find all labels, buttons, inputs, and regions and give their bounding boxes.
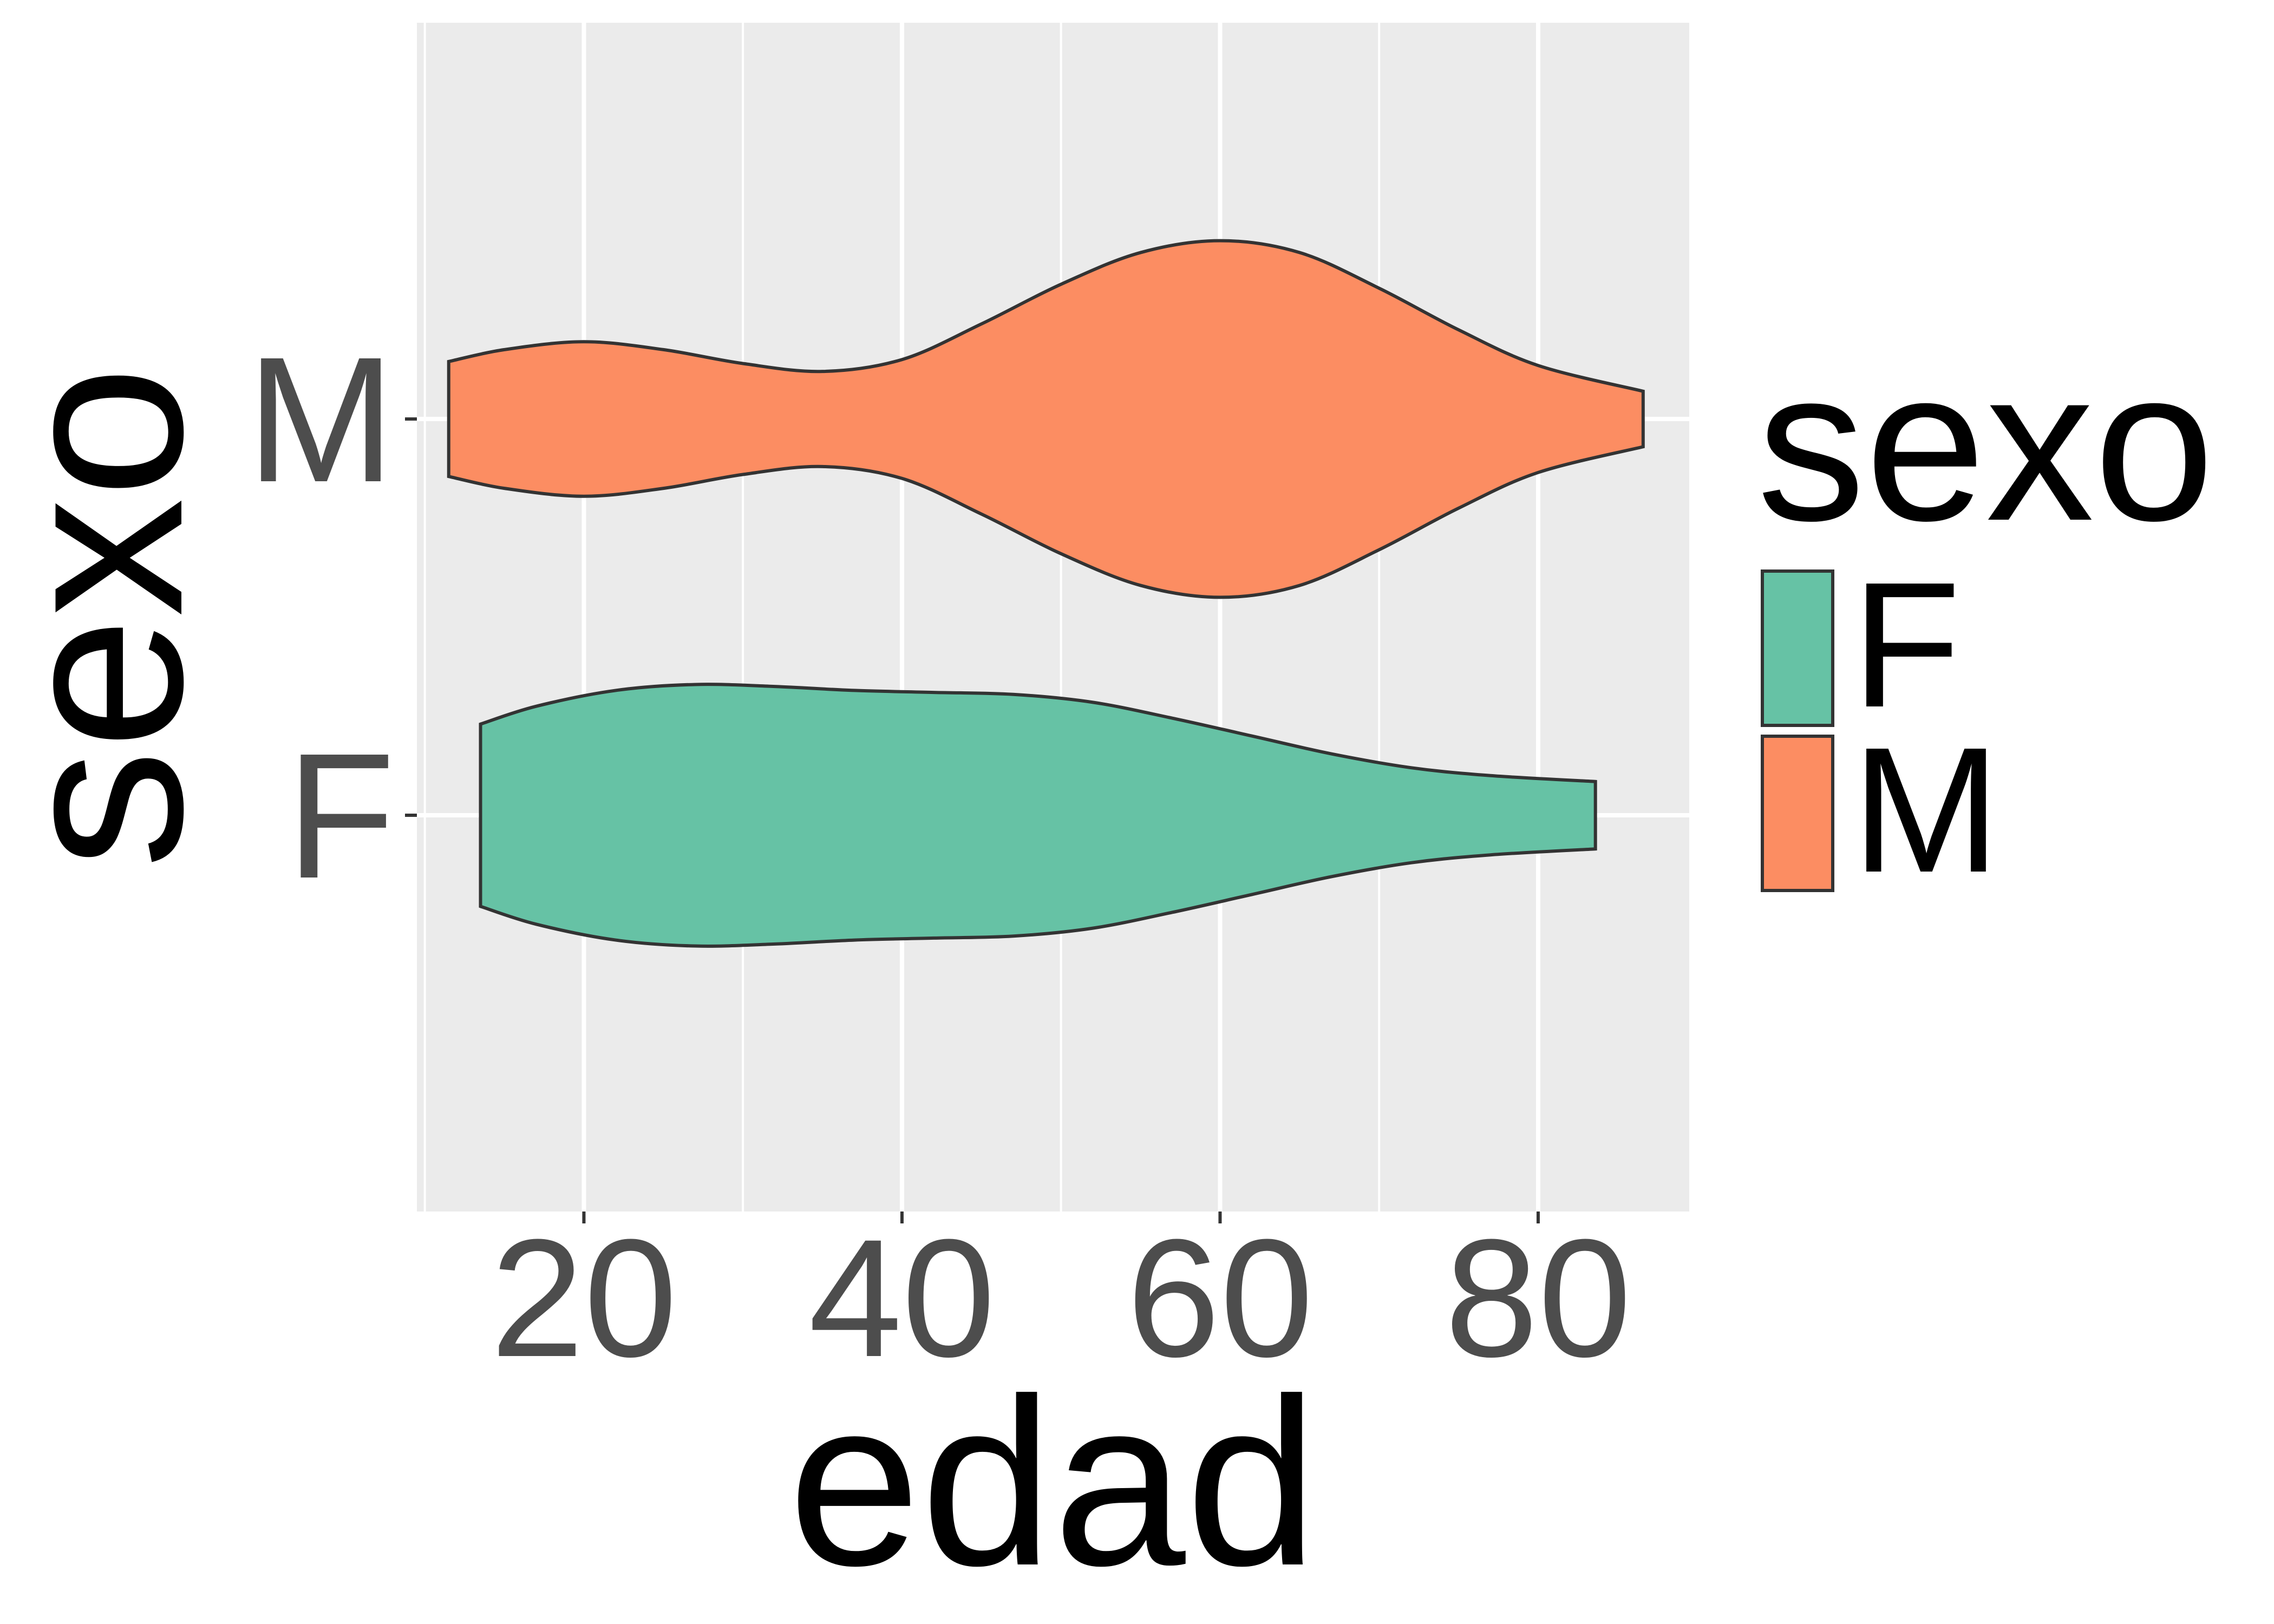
legend-label-M: M bbox=[1852, 710, 2001, 909]
x-tick-label-2: 60 bbox=[1127, 1204, 1314, 1392]
grid-minor bbox=[423, 23, 1381, 1212]
violin-M bbox=[447, 239, 1645, 599]
violin-F bbox=[479, 683, 1597, 948]
legend-label-F: F bbox=[1852, 545, 1961, 744]
y-axis-title: sexo bbox=[0, 365, 232, 868]
y-tick-label-F: F bbox=[286, 716, 395, 915]
y-axis: FM bbox=[246, 319, 417, 915]
legend: sexo FM bbox=[1757, 324, 2214, 909]
y-tick-label-M: M bbox=[246, 319, 395, 519]
x-tick-label-0: 20 bbox=[491, 1204, 677, 1392]
x-tick-label-1: 40 bbox=[809, 1204, 996, 1392]
legend-title: sexo bbox=[1757, 324, 2214, 566]
violins bbox=[447, 239, 1645, 948]
legend-key-F bbox=[1761, 569, 1834, 727]
legend-key-M bbox=[1761, 735, 1834, 892]
x-axis-title: edad bbox=[788, 1350, 1318, 1615]
x-tick-label-3: 80 bbox=[1445, 1204, 1632, 1392]
x-axis: 20 40 60 80 bbox=[491, 1204, 1631, 1392]
plot-panel bbox=[417, 23, 1689, 1212]
